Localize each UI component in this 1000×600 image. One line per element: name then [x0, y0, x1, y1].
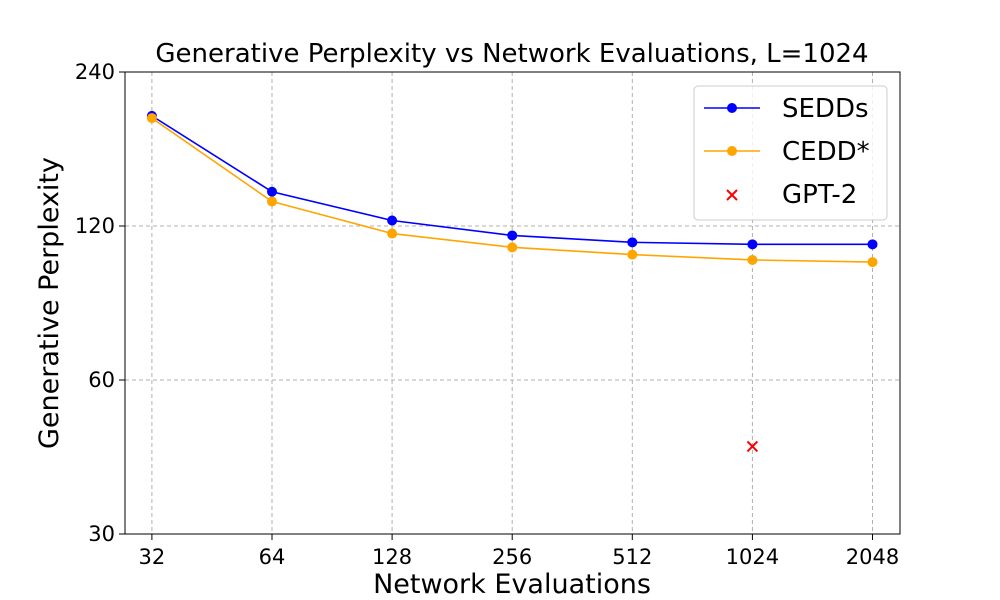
sedds-data-point — [387, 215, 398, 226]
x-tick-label: 512 — [612, 545, 652, 569]
legend-gpt2-marker — [726, 189, 738, 201]
legend-cedd-label: CEDD* — [782, 137, 870, 167]
gpt-2-data-point — [746, 440, 759, 453]
legend-cedd-marker — [727, 146, 737, 156]
y-tick-label: 240 — [75, 60, 115, 84]
cedd-data-point — [747, 254, 758, 265]
x-tick-label: 64 — [259, 545, 286, 569]
sedds-data-point — [266, 186, 277, 197]
chart-title: Generative Perplexity vs Network Evaluat… — [155, 39, 868, 69]
x-tick-label: 128 — [372, 545, 412, 569]
x-tick-label: 2048 — [846, 545, 899, 569]
y-tick-label: 120 — [75, 214, 115, 238]
cedd-data-point — [146, 113, 157, 124]
sedds-data-point — [507, 230, 518, 241]
sedds-data-point — [627, 237, 638, 248]
y-tick-label: 60 — [88, 368, 115, 392]
x-axis-label: Network Evaluations — [373, 569, 651, 600]
cedd-data-point — [266, 196, 277, 207]
grid-layer — [125, 72, 900, 534]
sedds-data-point — [747, 239, 758, 250]
tick-layer: 32 64 128 256 512 1024 2048 30 60 120 240 — [75, 60, 899, 569]
cedd-data-point — [627, 249, 638, 260]
y-tick-label: 30 — [88, 522, 115, 546]
legend-sedds-label: SEDDs — [782, 94, 869, 124]
cedd-data-point — [387, 228, 398, 239]
plot-frame — [124, 71, 901, 535]
x-tick-label: 1024 — [726, 545, 779, 569]
legend-sedds-marker — [727, 103, 737, 113]
series-layer — [146, 110, 878, 453]
sedds-data-point — [867, 239, 878, 250]
x-tick-label: 32 — [139, 545, 166, 569]
cedd-data-point — [507, 242, 518, 253]
cedd-data-point — [867, 257, 878, 268]
legend: SEDDs CEDD* GPT-2 — [693, 85, 888, 221]
y-axis-label: Generative Perplexity — [34, 157, 65, 449]
legend-box — [693, 85, 888, 221]
x-tick-label: 256 — [492, 545, 532, 569]
legend-gpt2-label: GPT-2 — [782, 180, 857, 210]
